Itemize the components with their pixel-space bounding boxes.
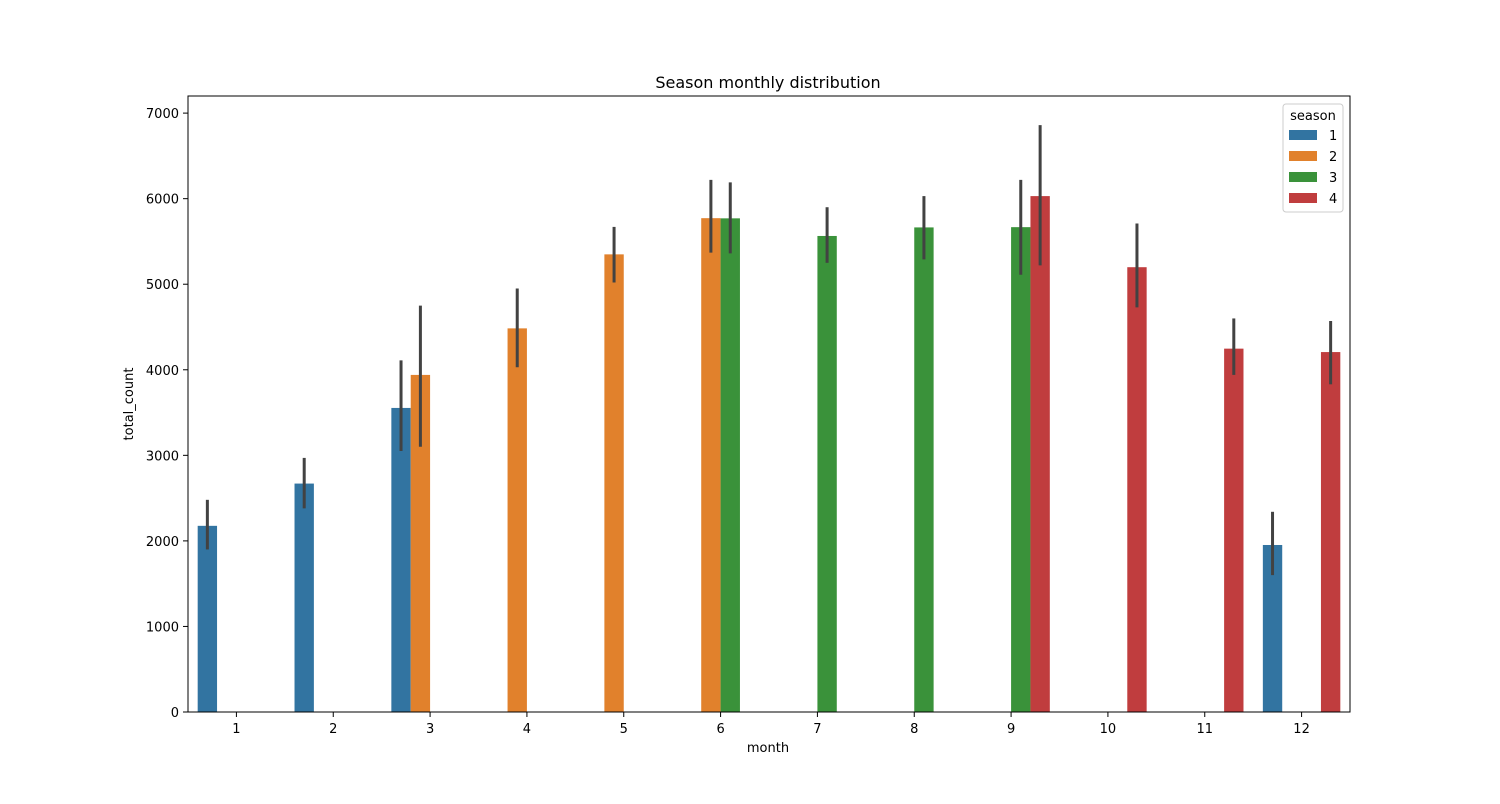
x-tick-label: 3 [426,722,434,737]
legend-label: 3 [1329,171,1337,186]
y-tick-label: 7000 [146,107,179,122]
x-tick-label: 5 [620,722,628,737]
x-tick-label: 12 [1293,722,1310,737]
legend-label: 4 [1329,192,1337,207]
plot-frame [187,95,1351,713]
bar [197,525,218,712]
error-bars-layer [205,125,1333,576]
bar [1224,348,1244,712]
legend-swatch [1289,130,1317,140]
bar [701,218,721,712]
x-tick-label: 1 [232,722,240,737]
y-tick-label: 1000 [146,620,179,635]
bar [1262,544,1283,712]
x-tick-label: 11 [1196,722,1213,737]
bar [294,483,314,712]
bars-layer [197,196,1341,713]
y-tick-label: 0 [171,706,179,721]
x-tick-label: 9 [1007,722,1015,737]
bar [1030,196,1050,713]
bar [604,254,624,712]
x-tick-label: 10 [1100,722,1117,737]
y-tick-label: 3000 [146,449,179,464]
y-tick-label: 6000 [146,193,179,208]
x-tick-label: 8 [910,722,918,737]
legend-label: 1 [1329,129,1337,144]
x-tick-label: 6 [716,722,724,737]
y-tick-label: 4000 [146,364,179,379]
legend-title: season [1290,109,1336,124]
bar [1320,352,1341,712]
x-axis-label: month [747,741,789,756]
legend-label: 2 [1329,150,1337,165]
y-tick-label: 5000 [146,278,179,293]
x-tick-label: 7 [813,722,821,737]
legend: season 1 2 3 4 [1282,103,1344,213]
y-tick-label: 2000 [146,535,179,550]
x-tick-label: 2 [329,722,337,737]
bar [720,218,740,712]
axes-layer: 1 2 3 4 5 6 7 8 9 10 11 120100020003000400050006000… [146,95,1351,737]
bar [1127,267,1147,712]
chart-title: Season monthly distribution [655,73,880,92]
bar [914,227,934,712]
legend-swatch [1289,172,1317,182]
bar [817,235,837,713]
bar [507,328,527,712]
bar [391,407,411,712]
legend-swatch [1289,193,1317,203]
bar [410,374,431,712]
legend-swatch [1289,151,1317,161]
y-axis-label: total_count [122,368,137,441]
bar [1011,227,1031,712]
x-tick-label: 4 [523,722,531,737]
